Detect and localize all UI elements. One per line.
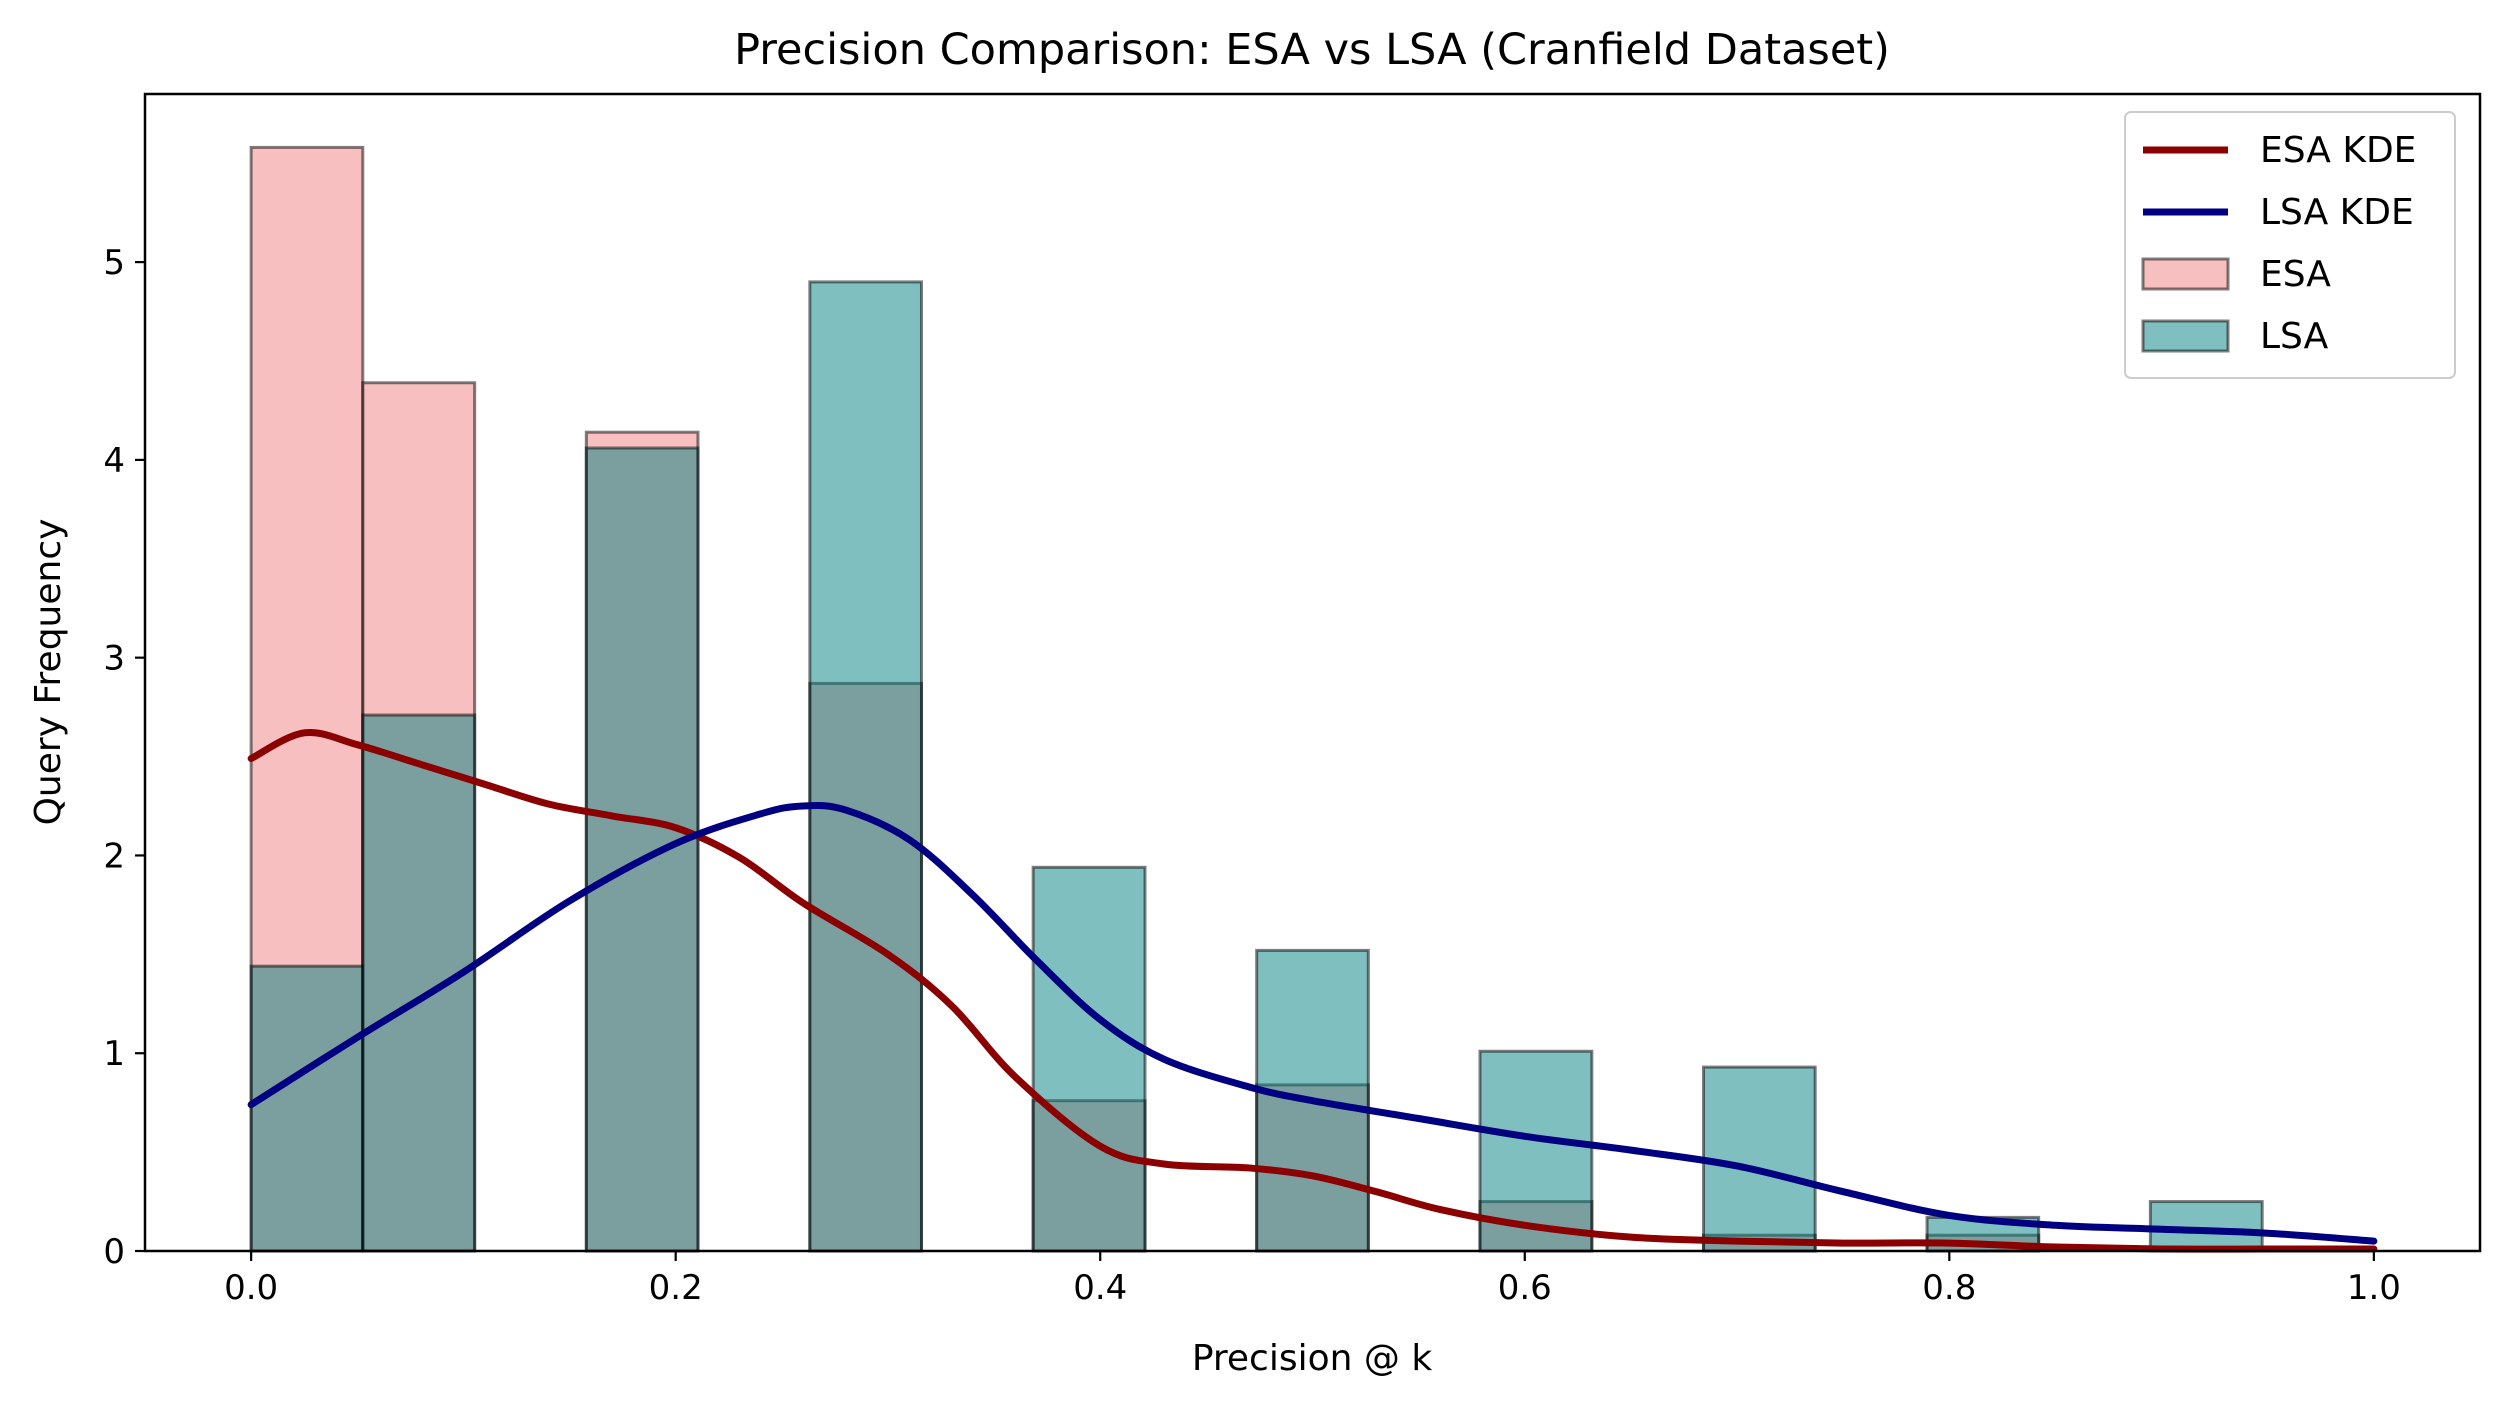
legend-swatch-lsa: [2141, 319, 2230, 353]
lsa-bar: [584, 446, 700, 1253]
y-tick-label: 3: [103, 639, 125, 679]
x-tick-label: 0.0: [224, 1268, 278, 1308]
legend-swatch-esa: [2141, 257, 2230, 291]
lsa-bar: [249, 964, 365, 1253]
plot-frame: [143, 92, 2482, 1253]
x-tick-label: 1.0: [2347, 1268, 2401, 1308]
x-tick-label: 0.4: [1073, 1268, 1127, 1308]
lsa-bar: [808, 280, 923, 1253]
x-tick-label: 0.6: [1498, 1268, 1552, 1308]
legend-label-esa: ESA: [2260, 254, 2331, 295]
y-tick-label: 0: [103, 1232, 125, 1272]
legend: ESA KDE LSA KDE ESA LSA: [2124, 111, 2456, 379]
lsa-bar: [1255, 948, 1370, 1253]
lsa-bar: [1702, 1065, 1817, 1253]
y-tick-label: 1: [103, 1034, 125, 1074]
x-axis-label: Precision @ k: [1192, 1338, 1433, 1379]
x-tick-label: 0.8: [1922, 1268, 1976, 1308]
y-axis-label: Query Frequency: [28, 519, 69, 826]
y-tick-label: 4: [103, 441, 125, 481]
lsa-kde-line: [247, 801, 2378, 1245]
x-tick-label: 0.2: [649, 1268, 703, 1308]
esa-kde-line: [247, 728, 2378, 1253]
legend-label-lsa-kde: LSA KDE: [2260, 192, 2414, 233]
kde-lines: [247, 728, 2378, 1253]
legend-box: [2124, 111, 2456, 379]
y-tick-label: 5: [103, 243, 125, 283]
x-axis-ticks: 0.0 0.2 0.4 0.6 0.8 1.0: [224, 1251, 2401, 1308]
y-tick-label: 2: [103, 836, 125, 876]
legend-label-esa-kde: ESA KDE: [2260, 130, 2416, 171]
lsa-bar: [1031, 865, 1147, 1253]
legend-label-lsa: LSA: [2260, 316, 2329, 357]
lsa-bar: [361, 713, 477, 1253]
chart-title: Precision Comparison: ESA vs LSA (Cranfi…: [734, 25, 1890, 75]
y-axis-ticks: 0 1 2 3 4 5: [103, 243, 145, 1272]
lsa-bars: [249, 280, 2264, 1253]
